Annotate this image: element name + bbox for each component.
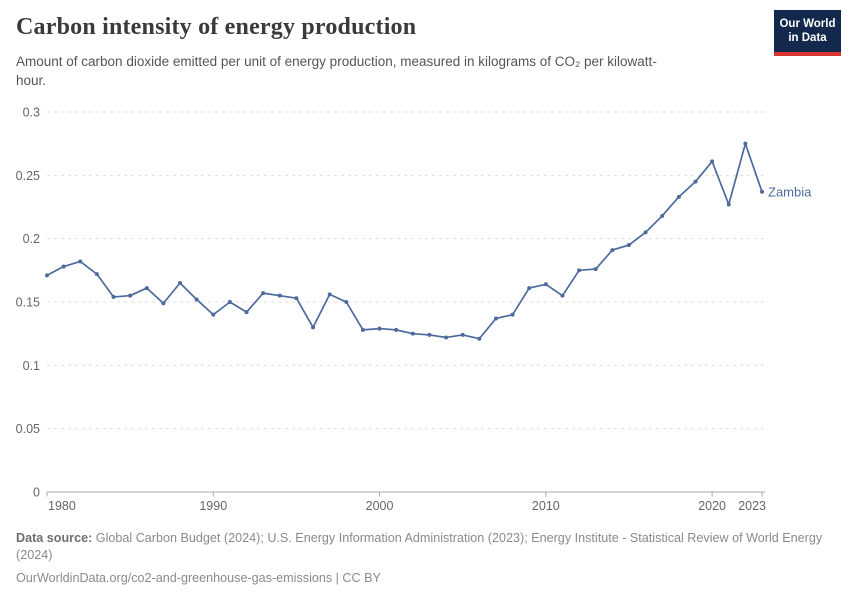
series-line[interactable] (46, 142, 763, 340)
data-point[interactable] (111, 294, 116, 299)
data-point[interactable] (394, 327, 399, 332)
data-source-label: Data source: (16, 531, 93, 545)
data-point[interactable] (277, 293, 282, 298)
data-point[interactable] (477, 336, 482, 341)
owid-logo-box: Our World in Data (774, 10, 841, 52)
x-tick-label: 1980 (48, 499, 76, 513)
data-point[interactable] (244, 310, 249, 315)
data-point[interactable] (211, 312, 216, 317)
data-point[interactable] (161, 301, 166, 306)
data-point[interactable] (560, 293, 565, 298)
data-point[interactable] (743, 141, 748, 146)
chart-subtitle: Amount of carbon dioxide emitted per uni… (16, 54, 657, 89)
owid-logo[interactable]: Our World in Data (774, 10, 841, 56)
data-point[interactable] (543, 282, 548, 287)
data-source-note: Data source: Global Carbon Budget (2024)… (16, 530, 832, 565)
data-point[interactable] (510, 312, 515, 317)
x-tick-label: 2020 (698, 499, 726, 513)
data-point[interactable] (61, 264, 66, 269)
data-point[interactable] (493, 316, 498, 321)
page-title: Carbon intensity of energy production (16, 14, 417, 40)
x-tick-label: 2000 (366, 499, 394, 513)
data-point[interactable] (311, 325, 316, 330)
y-tick-label: 0.15 (16, 296, 40, 310)
data-point[interactable] (360, 327, 365, 332)
data-point[interactable] (194, 297, 199, 302)
y-tick-label: 0.3 (23, 106, 40, 120)
data-point[interactable] (78, 259, 83, 264)
data-point[interactable] (626, 243, 631, 247)
data-point[interactable] (410, 331, 415, 336)
y-tick-label: 0.25 (16, 169, 40, 183)
data-point[interactable] (128, 293, 133, 298)
owid-logo-line1: Our World (779, 18, 836, 30)
data-point[interactable] (294, 296, 299, 301)
y-tick-label: 0.05 (16, 422, 40, 436)
data-point[interactable] (726, 202, 731, 207)
x-tick-label: 2023 (738, 499, 766, 513)
data-point[interactable] (610, 248, 615, 253)
data-point[interactable] (144, 286, 149, 291)
data-point[interactable] (427, 332, 432, 337)
data-point[interactable] (527, 286, 532, 291)
data-point[interactable] (444, 335, 449, 340)
footer-url[interactable]: OurWorldinData.org/co2-and-greenhouse-ga… (16, 570, 381, 585)
chart-svg[interactable]: 0 0.05 0.1 0.15 0.2 0.25 0.3 1980 1990 2000 2010 20… (0, 96, 850, 526)
data-source-text: Global Carbon Budget (2024); U.S. Energy… (16, 531, 823, 563)
data-point[interactable] (377, 326, 382, 331)
y-tick-label: 0.2 (23, 232, 40, 246)
entity-label[interactable]: Zambia (768, 184, 812, 199)
y-tick-label: 0 (33, 486, 40, 500)
y-tick-label: 0.1 (23, 359, 40, 373)
data-point[interactable] (94, 272, 99, 277)
data-point[interactable] (593, 267, 598, 272)
owid-logo-accent-bar (774, 51, 841, 56)
data-point[interactable] (643, 230, 648, 235)
data-point[interactable] (344, 300, 349, 304)
owid-logo-line2: in Data (788, 32, 827, 45)
data-point[interactable] (460, 332, 465, 337)
data-point[interactable] (710, 159, 715, 164)
data-point[interactable] (660, 213, 665, 218)
data-point[interactable] (676, 194, 681, 199)
data-point[interactable] (45, 273, 49, 278)
x-tick-label: 1990 (199, 499, 227, 513)
data-point[interactable] (577, 268, 582, 273)
data-point[interactable] (178, 281, 183, 285)
data-point[interactable] (261, 291, 266, 296)
chart-footer: Data source: Global Carbon Budget (2024)… (16, 530, 832, 587)
data-point[interactable] (760, 189, 764, 194)
data-point[interactable] (693, 179, 698, 184)
x-tick-label: 2010 (532, 499, 560, 513)
data-point[interactable] (227, 300, 232, 304)
data-point[interactable] (327, 292, 332, 297)
